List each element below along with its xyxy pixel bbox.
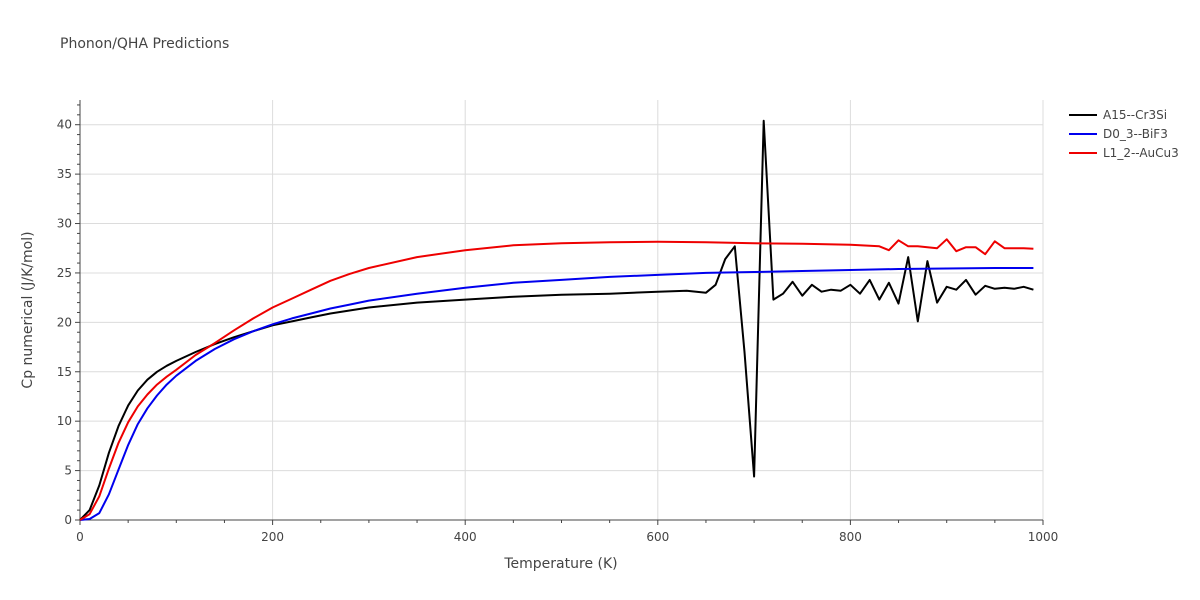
series-line-L1_2--AuCu3 <box>79 238 1034 521</box>
x-tick-label: 600 <box>646 530 669 544</box>
y-tick-label: 5 <box>64 464 72 478</box>
chart-title: Phonon/QHA Predictions <box>60 36 230 52</box>
y-tick-label: 30 <box>57 217 72 231</box>
legend[interactable]: A15--Cr3Si D0_3--BiF3 L1_2--AuCu3 <box>1069 108 1179 160</box>
x-tick-label: 1000 <box>1028 530 1059 544</box>
x-tick-label: 400 <box>454 530 477 544</box>
grid-layer <box>80 100 1044 520</box>
legend-label: L1_2--AuCu3 <box>1103 146 1179 160</box>
y-axis-title: Cp numerical (J/K/mol) <box>20 231 36 388</box>
y-tick-label: 20 <box>57 315 72 329</box>
legend-label: A15--Cr3Si <box>1103 108 1167 122</box>
legend-item[interactable]: A15--Cr3Si <box>1069 108 1167 122</box>
legend-item[interactable]: L1_2--AuCu3 <box>1069 146 1179 160</box>
x-tick-label: 200 <box>261 530 284 544</box>
x-tick-label: 800 <box>839 530 862 544</box>
y-tick-label: 35 <box>57 167 72 181</box>
y-tick-label: 25 <box>57 266 72 280</box>
series-layer <box>79 119 1034 521</box>
x-axis-title: Temperature (K) <box>503 556 617 572</box>
y-tick-label: 10 <box>57 414 72 428</box>
series-line-A15--Cr3Si <box>79 119 1034 521</box>
y-tick-label: 0 <box>64 513 72 527</box>
legend-label: D0_3--BiF3 <box>1103 127 1168 141</box>
y-tick-label: 40 <box>57 118 72 132</box>
x-tick-label: 0 <box>76 530 84 544</box>
legend-item[interactable]: D0_3--BiF3 <box>1069 127 1168 141</box>
series-line-D0_3--BiF3 <box>79 267 1034 521</box>
y-tick-label: 15 <box>57 365 72 379</box>
